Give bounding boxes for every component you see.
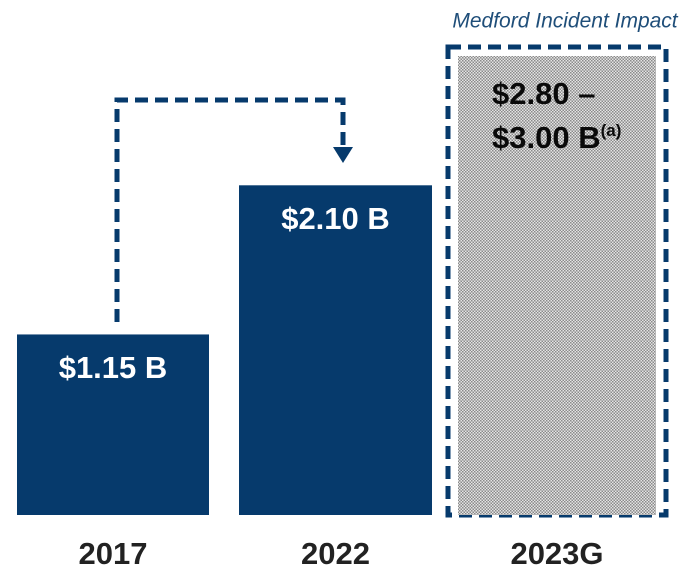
x-tick-label: 2017 <box>79 536 148 571</box>
x-tick-label: 2022 <box>301 536 370 571</box>
growth-arrow <box>114 97 346 322</box>
value-label-text: $1.15 B <box>58 350 168 386</box>
value-label: $2.80 – $3.00 B(a) <box>492 72 642 160</box>
value-label: $1.15 B <box>17 346 209 390</box>
footnote-marker: (a) <box>600 121 622 140</box>
bar <box>458 56 656 515</box>
value-label-text: $2.10 B <box>281 201 390 237</box>
value-label-text: $2.80 – $3.00 B <box>492 76 601 155</box>
arrow-head <box>333 147 353 163</box>
value-label: $2.10 B <box>239 197 432 241</box>
bar <box>239 185 432 516</box>
x-tick-label: 2023G <box>510 536 603 571</box>
bar-outline <box>445 44 669 518</box>
annotation: Medford Incident Impact <box>452 10 678 33</box>
bar <box>17 334 209 515</box>
